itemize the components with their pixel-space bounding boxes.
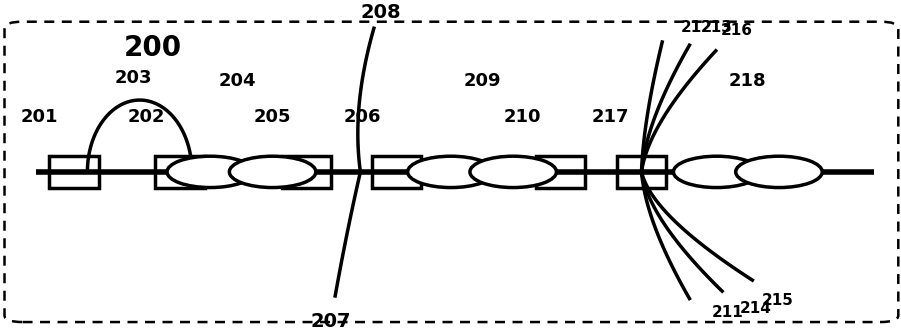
Text: 207: 207 — [311, 312, 350, 331]
Text: 204: 204 — [218, 72, 256, 90]
FancyBboxPatch shape — [371, 156, 421, 188]
Circle shape — [230, 156, 316, 187]
Circle shape — [407, 156, 494, 187]
Text: 218: 218 — [729, 72, 767, 90]
Text: 202: 202 — [127, 108, 165, 126]
Text: 212: 212 — [680, 20, 713, 36]
FancyBboxPatch shape — [535, 156, 586, 188]
Circle shape — [673, 156, 760, 187]
Text: 201: 201 — [21, 108, 59, 126]
Circle shape — [470, 156, 557, 187]
FancyBboxPatch shape — [156, 156, 205, 188]
Text: 210: 210 — [504, 108, 542, 126]
Text: 216: 216 — [720, 23, 752, 38]
Text: 203: 203 — [114, 69, 152, 87]
FancyBboxPatch shape — [50, 156, 99, 188]
Text: 205: 205 — [253, 108, 291, 126]
Text: 213: 213 — [700, 20, 733, 35]
Text: 209: 209 — [463, 72, 501, 90]
Text: 200: 200 — [124, 34, 182, 62]
Text: 211: 211 — [712, 305, 743, 320]
FancyBboxPatch shape — [5, 22, 898, 322]
Circle shape — [167, 156, 253, 187]
Text: 215: 215 — [761, 293, 793, 308]
Text: 206: 206 — [343, 108, 381, 126]
Text: 208: 208 — [360, 3, 402, 22]
FancyBboxPatch shape — [616, 156, 667, 188]
Text: 214: 214 — [740, 301, 772, 316]
Text: 217: 217 — [591, 108, 629, 126]
FancyBboxPatch shape — [281, 156, 332, 188]
Circle shape — [736, 156, 823, 187]
